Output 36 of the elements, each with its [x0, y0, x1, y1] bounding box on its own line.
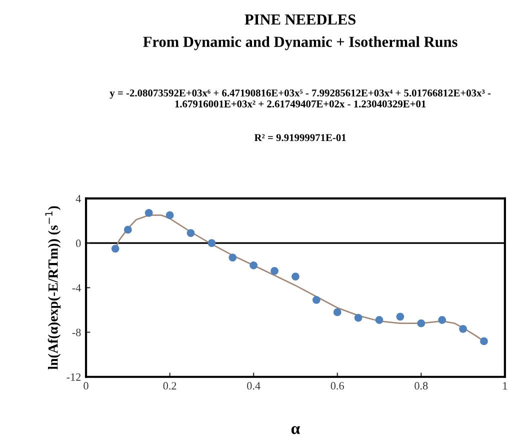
point	[480, 337, 488, 346]
chart-subtitle: From Dynamic and Dynamic + Isothermal Runs	[143, 36, 458, 50]
point	[292, 272, 300, 280]
y-axis-title: ln(Af(α)exp(-E/RTm)) (s$^{−1}$)	[45, 206, 61, 370]
point	[144, 209, 153, 217]
point	[375, 316, 384, 324]
chart-title: PINE NEEDLES	[244, 14, 356, 25]
point	[208, 239, 216, 248]
x-tick-label: 0.8	[414, 382, 428, 390]
y-tick-label: -4	[72, 284, 81, 292]
point	[417, 319, 426, 328]
y-tick-label: -12	[66, 373, 81, 381]
x-tick-label: 1	[503, 382, 508, 390]
point	[354, 314, 362, 322]
point	[312, 296, 320, 304]
point	[396, 312, 404, 321]
point	[166, 211, 174, 220]
x-axis-title: α	[291, 426, 300, 434]
point	[228, 254, 237, 262]
y-tick-label: -8	[72, 328, 81, 336]
point	[459, 324, 467, 333]
point	[186, 229, 195, 237]
x-tick-label: 0.2	[163, 382, 176, 390]
y-tick-label: 0	[76, 240, 81, 248]
point	[438, 316, 446, 324]
point	[111, 244, 120, 253]
x-tick-label: 0.4	[247, 382, 260, 390]
point	[333, 308, 342, 316]
text: R² = 9.91999971E-01	[254, 134, 346, 142]
y-tick-label: 4	[76, 195, 81, 202]
point	[124, 226, 132, 234]
point	[270, 266, 278, 275]
text: y = -2.08073592E+03x⁶ + 6.47190816E+03x⁵ - 7.99285612E+03x⁴ + 5.01766812E+03x³ - 1.67916001E+03x² + 2.61749407E+02x - 1.23040329E+01	[110, 89, 491, 108]
x-tick-label: 0	[84, 382, 88, 390]
x-tick-label: 0.6	[330, 382, 344, 390]
point	[250, 261, 258, 270]
